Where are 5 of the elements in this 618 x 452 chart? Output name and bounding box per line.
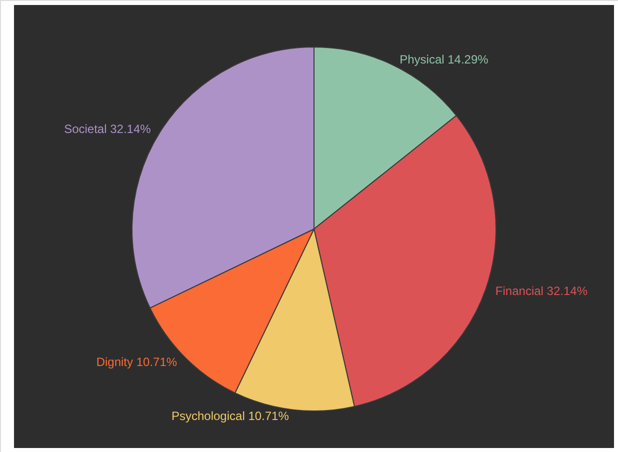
slice-label: Societal 32.14% bbox=[64, 122, 152, 136]
slice-label: Financial 32.14% bbox=[495, 284, 588, 298]
slice-label: Psychological 10.71% bbox=[171, 408, 290, 423]
slice-label: Physical 14.29% bbox=[400, 52, 489, 67]
slice-label: Dignity 10.71% bbox=[96, 354, 178, 369]
